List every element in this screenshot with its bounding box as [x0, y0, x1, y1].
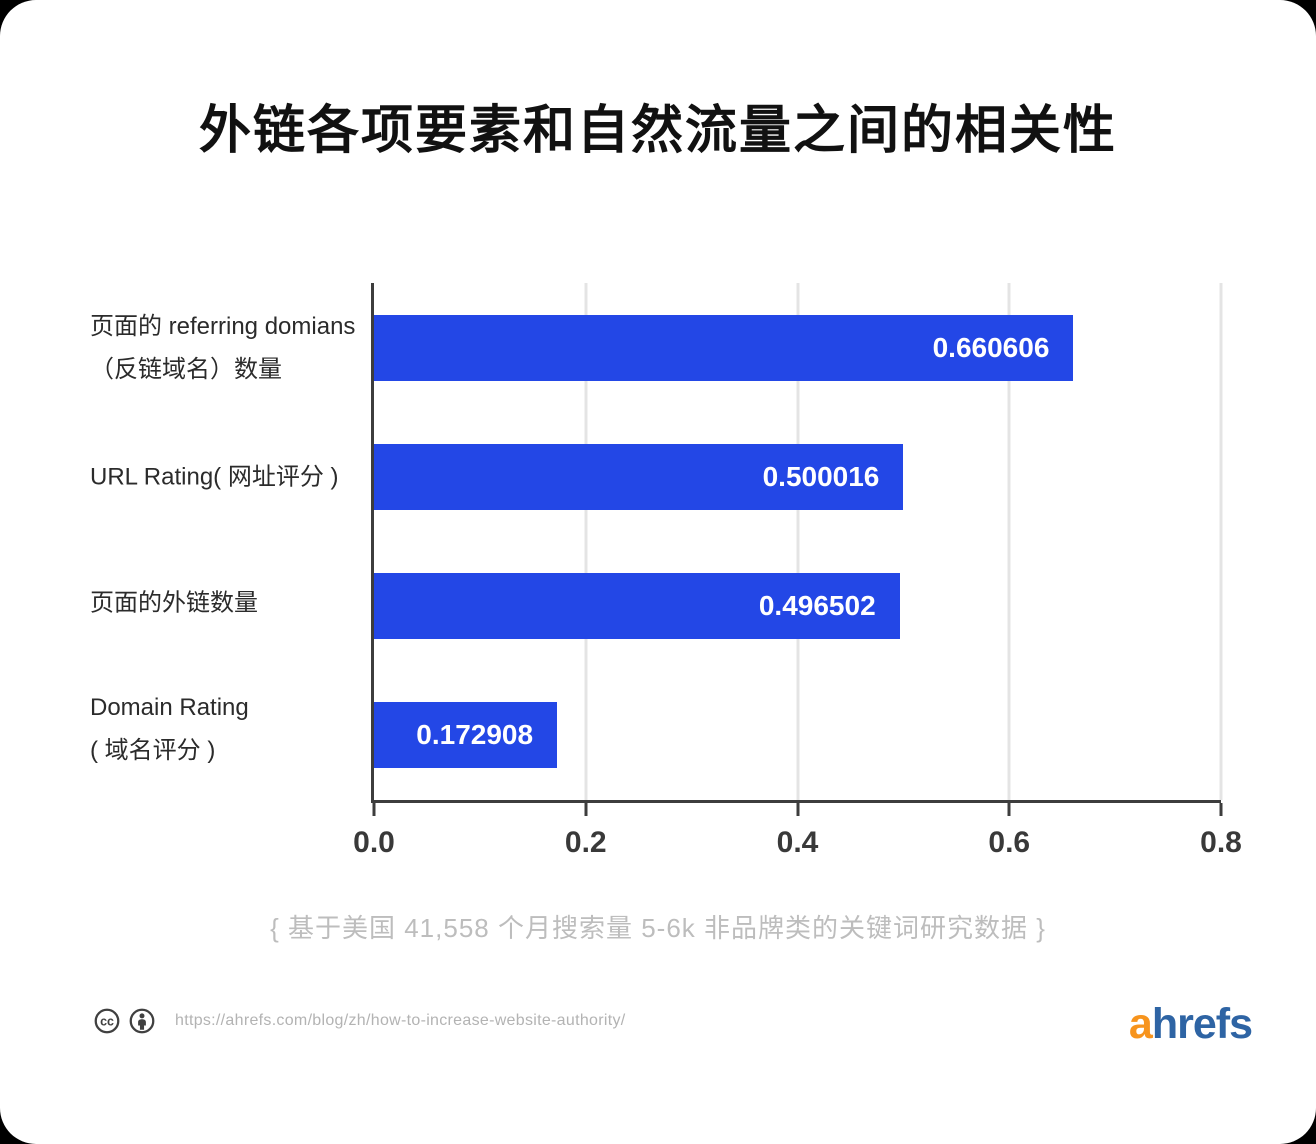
bar-value-label: 0.660606	[932, 331, 1050, 363]
ahrefs-logo-a: a	[1128, 1000, 1153, 1048]
y-axis-label-line: Domain Rating	[90, 694, 249, 721]
gridline	[1219, 283, 1223, 800]
y-axis-label-url-rating: URL Rating( 网址评分 )	[90, 456, 365, 499]
x-axis-tick-label: 0.0	[353, 826, 395, 859]
x-axis-tick-label: 0.2	[564, 826, 607, 859]
footnote: { 基于美国 41,558 个月搜索量 5-6k 非品牌类的关键词研究数据 }	[270, 913, 1046, 943]
x-axis-tick	[584, 803, 588, 816]
bar-value-label: 0.172908	[416, 719, 534, 751]
bar-url-rating: 0.500016	[374, 443, 904, 510]
x-axis-tick-label: 0.4	[776, 826, 819, 859]
bar-value-label: 0.500016	[762, 460, 880, 492]
bar-row: 0.500016	[374, 412, 1221, 541]
bar-domain-rating: 0.172908	[374, 702, 558, 769]
y-axis-label-domain-rating: Domain Rating ( 域名评分 )	[90, 686, 365, 772]
y-axis-label-line: 页面的 referring domians	[90, 313, 356, 340]
x-axis-tick	[372, 803, 376, 816]
x-axis-tick	[796, 803, 799, 816]
x-axis-tick-label: 0.8	[1200, 826, 1242, 859]
gridline	[796, 283, 799, 800]
y-axis-label-referring-domains: 页面的 referring domians （反链域名）数量	[90, 305, 365, 391]
cc-icon: cc	[94, 1008, 120, 1034]
bar-row: 0.496502	[374, 542, 1221, 671]
plot-area: 0.660606 0.500016 0.496502 0.172908 0.0 …	[353, 283, 1242, 859]
attribution-icon	[129, 1008, 155, 1034]
bar-page-backlinks: 0.496502	[374, 573, 900, 640]
y-axis-label-line: URL Rating( 网址评分 )	[90, 463, 339, 491]
license-icons: cc	[94, 1008, 155, 1034]
y-axis-label-page-backlinks: 页面的外链数量	[90, 582, 365, 625]
gridline	[584, 283, 588, 800]
ahrefs-logo: ahrefs	[1128, 1000, 1253, 1049]
ahrefs-logo-hrefs: hrefs	[1151, 1000, 1253, 1048]
bar-referring-domains: 0.660606	[374, 314, 1074, 381]
footer: cc https://ahrefs.com/blog/zh/how-to-inc…	[94, 1008, 626, 1034]
bar-value-label: 0.496502	[758, 590, 876, 622]
source-url: https://ahrefs.com/blog/zh/how-to-increa…	[175, 1012, 626, 1029]
y-axis-label-line: （反链域名）数量	[90, 356, 282, 383]
svg-text:cc: cc	[100, 1015, 114, 1029]
bar-row: 0.660606	[374, 283, 1221, 412]
bar-row: 0.172908	[374, 671, 1221, 800]
chart-title: 外链各项要素和自然流量之间的相关性	[198, 102, 1117, 160]
gridline	[1007, 283, 1011, 800]
y-axis-label-line: ( 域名评分 )	[90, 737, 216, 764]
x-axis-tick	[1219, 803, 1223, 816]
x-axis-tick-label: 0.6	[988, 826, 1031, 859]
x-axis-tick	[1007, 803, 1011, 816]
y-axis-label-line: 页面的外链数量	[90, 589, 258, 617]
